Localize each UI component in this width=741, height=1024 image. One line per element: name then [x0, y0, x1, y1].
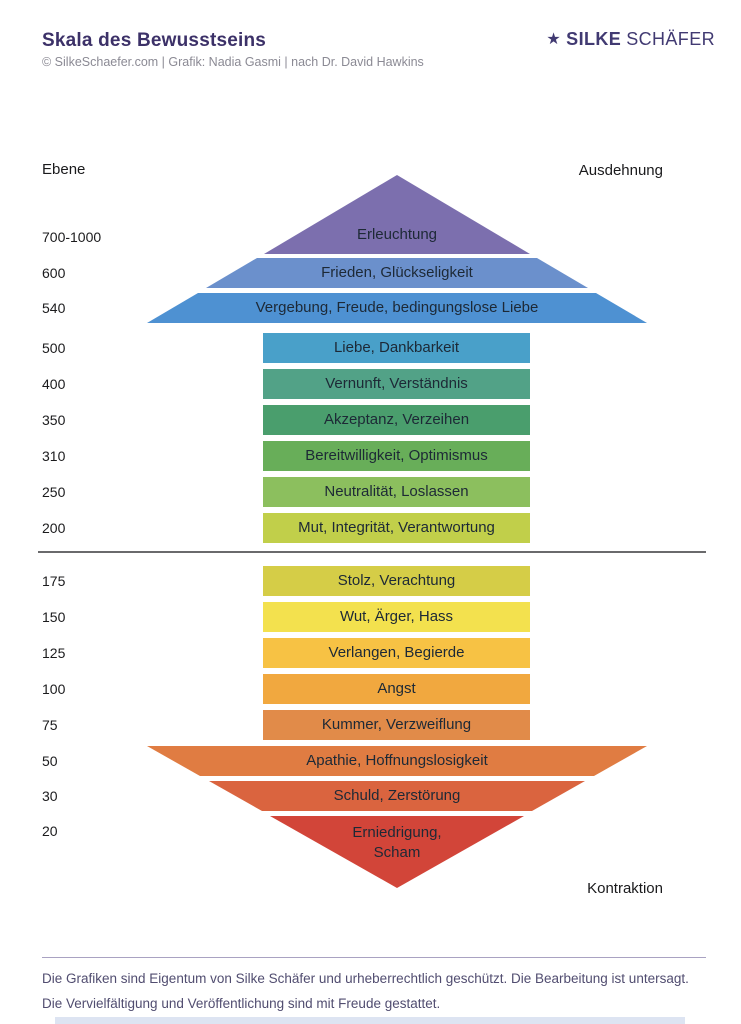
level-value: 700-1000 — [42, 229, 102, 245]
page-title: Skala des Bewusstseins — [42, 30, 267, 51]
level-value: 350 — [42, 412, 66, 428]
level-shape-vergebung: Vergebung, Freude, bedingungslose Liebe — [147, 293, 647, 323]
level-value: 250 — [42, 484, 66, 500]
copyright-line-1: Die Grafiken sind Eigentum von Silke Sch… — [42, 971, 689, 986]
level-shape-erleuchtung: Erleuchtung — [264, 175, 530, 254]
level-shape-angst: Angst — [263, 674, 530, 704]
level-value: 100 — [42, 681, 66, 697]
level-shape-frieden: Frieden, Glückseligkeit — [206, 258, 588, 288]
level-shape-verlangen: Verlangen, Begierde — [263, 638, 530, 668]
level-value: 30 — [42, 788, 58, 804]
level-shape-stolz: Stolz, Verachtung — [263, 566, 530, 596]
level-value: 500 — [42, 340, 66, 356]
copyright-notice: Die Grafiken sind Eigentum von Silke Sch… — [42, 966, 689, 1016]
level-shape-schuld: Schuld, Zerstörung — [209, 781, 585, 811]
bottom-edge-strip — [55, 1017, 685, 1024]
brand-first-name: SILKE — [566, 29, 622, 49]
level-shape-mut: Mut, Integrität, Verantwortung — [263, 513, 530, 543]
level-shape-apathie: Apathie, Hoffnungslosigkeit — [147, 746, 647, 776]
axis-label-level: Ebene — [42, 161, 86, 178]
footer-divider-line — [42, 957, 706, 958]
level-value: 150 — [42, 609, 66, 625]
credit-line: © SilkeSchaefer.com | Grafik: Nadia Gasm… — [42, 55, 424, 69]
level-shape-bereitwilligkeit: Bereitwilligkeit, Optimismus — [263, 441, 530, 471]
level-value: 600 — [42, 265, 66, 281]
level-value: 200 — [42, 520, 66, 536]
level-shape-kummer: Kummer, Verzweiflung — [263, 710, 530, 740]
level-value: 50 — [42, 753, 58, 769]
level-value: 540 — [42, 300, 66, 316]
level-shape-akzeptanz: Akzeptanz, Verzeihen — [263, 405, 530, 435]
level-shape-vernunft: Vernunft, Verständnis — [263, 369, 530, 399]
axis-label-expansion: Ausdehnung — [578, 162, 663, 179]
copyright-line-2: Die Vervielfältigung und Veröffentlichun… — [42, 996, 441, 1011]
level-shape-erniedrigung: Erniedrigung, Scham — [270, 816, 524, 888]
level-shape-liebe: Liebe, Dankbarkeit — [263, 333, 530, 363]
level-value: 310 — [42, 448, 66, 464]
level-value: 125 — [42, 645, 66, 661]
level-shape-wut: Wut, Ärger, Hass — [263, 602, 530, 632]
level-value: 75 — [42, 717, 58, 733]
level-value: 20 — [42, 823, 58, 839]
axis-label-contraction: Kontraktion — [587, 880, 663, 897]
level-shape-neutralitaet: Neutralität, Loslassen — [263, 477, 530, 507]
level-value: 175 — [42, 573, 66, 589]
brand-last-name: SCHÄFER — [626, 29, 715, 49]
star-icon: ★ — [546, 30, 562, 48]
scale-divider-line — [38, 551, 706, 553]
level-value: 400 — [42, 376, 66, 392]
brand-logo: ★ SILKE SCHÄFER — [546, 29, 715, 50]
